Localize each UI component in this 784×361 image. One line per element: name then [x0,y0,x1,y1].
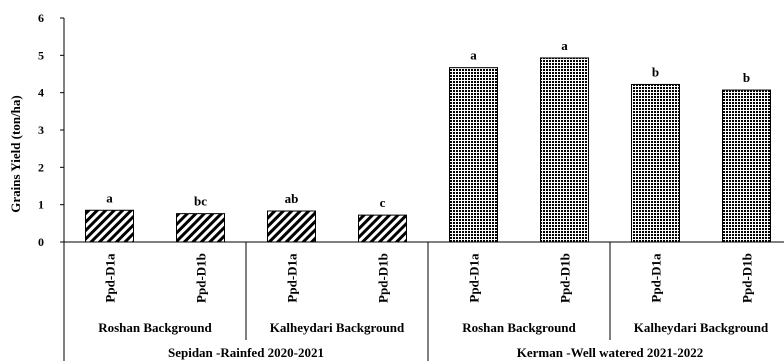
y-axis: 0 1 2 3 4 5 6 [38,11,65,249]
bar-letter: a [106,190,113,205]
bar [176,213,225,243]
x-axis-table: Ppd-D1a Ppd-D1b Ppd-D1a Ppd-D1b Ppd-D1a Ppd-D… [63,241,784,361]
bar-letter: a [470,48,477,63]
background-label: Kalheydari Background [270,320,405,335]
bar-letter: c [380,195,386,210]
y-tick-label: 3 [38,123,44,137]
y-tick-label: 1 [38,198,44,212]
bar [449,67,498,243]
background-label: Kalheydari Background [634,320,769,335]
y-tick-label: 2 [38,160,44,174]
bar [267,210,316,243]
bar [85,209,134,243]
environment-label: Sepidan -Rainfed 2020-2021 [168,345,324,360]
bar-letter: bc [194,194,207,209]
bars [85,57,771,243]
environment-label: Kerman -Well watered 2021-2022 [517,345,703,360]
bar-letter: b [652,64,659,79]
bar [540,57,589,243]
y-tick-label: 0 [38,235,44,249]
bar-letter: b [743,70,750,85]
bar-letter: a [561,38,568,53]
bar-letter: ab [285,191,299,206]
bar [358,214,407,243]
x-tick-label: Ppd-D1a [649,253,664,303]
bar [722,89,771,243]
y-tick-label: 5 [38,48,44,62]
background-label: Roshan Background [98,320,212,335]
x-tick-label: Ppd-D1b [376,253,391,303]
y-tick-label: 4 [38,86,44,100]
x-tick-label: Ppd-D1a [285,253,300,303]
bar [631,83,680,243]
x-tick-label: Ppd-D1a [103,253,118,303]
background-label: Roshan Background [462,320,576,335]
x-tick-label: Ppd-D1a [467,253,482,303]
x-tick-label: Ppd-D1b [194,253,209,303]
y-tick-label: 6 [38,11,44,25]
x-tick-label: Ppd-D1b [558,253,573,303]
x-tick-label: Ppd-D1b [740,253,755,303]
y-axis-label: Grains Yield (ton/ha) [8,95,23,213]
